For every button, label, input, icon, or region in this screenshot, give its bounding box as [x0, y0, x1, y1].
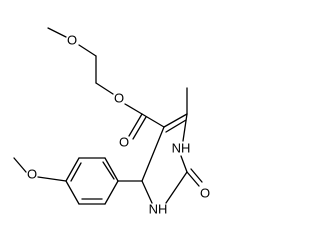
- atom-label: O: [200, 185, 210, 200]
- atom-label: O: [27, 166, 37, 181]
- atom-label: NH: [172, 140, 191, 155]
- molecule-diagram: O O O NH O NH O: [13, 27, 210, 216]
- bonds: [13, 27, 203, 205]
- atom-label: O: [114, 90, 124, 105]
- atom-label: O: [67, 32, 77, 47]
- atom-label: O: [119, 134, 129, 149]
- atom-label: NH: [149, 201, 168, 216]
